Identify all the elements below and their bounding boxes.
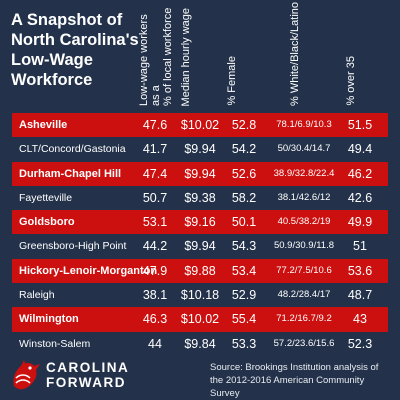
place-name: Wilmington xyxy=(19,313,79,326)
table-row: Hickory-Lenoir-Morganton 47.9 $9.88 53.4 77.… xyxy=(12,258,388,284)
chart-title: A Snapshot of North Carolina's Low-Wage … xyxy=(11,11,139,89)
cell-race: 50.9/30.9/11.8 xyxy=(273,240,335,252)
cell-median-wage: $10.18 xyxy=(180,288,220,303)
cell-female: 52.6 xyxy=(231,166,257,181)
column-header-over-35: % over 35 xyxy=(345,56,357,106)
cell-race: 77.2/7.5/10.6 xyxy=(276,264,332,276)
cell-low-wage-share: 53.1 xyxy=(142,215,168,230)
cell-median-wage: $9.38 xyxy=(184,190,216,205)
cell-female: 52.9 xyxy=(231,288,257,303)
place-name: Goldsboro xyxy=(19,216,75,229)
cell-race: 50/30.4/14.7 xyxy=(277,143,331,155)
cell-low-wage-share: 38.1 xyxy=(142,288,168,303)
cell-median-wage: $9.94 xyxy=(184,166,216,181)
table-row: Greensboro-High Point 44.2 $9.94 54.3 50.9/3… xyxy=(12,234,388,258)
column-header-race: % White/Black/Latino xyxy=(289,2,301,106)
cell-low-wage-share: 44 xyxy=(148,336,162,351)
column-header-female: % Female xyxy=(226,56,238,106)
cell-low-wage-share: 46.3 xyxy=(142,312,168,327)
cell-over-35: 48.7 xyxy=(347,288,373,303)
data-table: Asheville 47.6 $10.02 52.8 78.1/6.9/10.3 51.5… xyxy=(12,113,388,356)
cell-race: 71.2/16.7/9.2 xyxy=(276,313,332,325)
cell-over-35: 53.6 xyxy=(347,263,373,278)
cell-female: 53.4 xyxy=(231,263,257,278)
column-header-low-wage-share: Low-wage workers as a % of local workfor… xyxy=(138,7,174,106)
table-row: Durham-Chapel Hill 47.4 $9.94 52.6 38.9/32.8… xyxy=(12,161,388,186)
table-row: Wilmington 46.3 $10.02 55.4 71.2/16.7/9.2 43 xyxy=(12,307,388,332)
table-row: Asheville 47.6 $10.02 52.8 78.1/6.9/10.3 51.5 xyxy=(12,113,388,138)
place-name: Durham-Chapel Hill xyxy=(19,167,122,180)
cell-over-35: 49.4 xyxy=(347,142,373,157)
cell-median-wage: $9.94 xyxy=(184,239,216,254)
cell-over-35: 43 xyxy=(353,312,367,327)
table-row: Goldsboro 53.1 $9.16 50.1 40.5/38.2/19 49.9 xyxy=(12,210,388,235)
cell-low-wage-share: 47.6 xyxy=(142,118,168,132)
cell-low-wage-share: 41.7 xyxy=(142,142,168,157)
place-name: Asheville xyxy=(19,119,68,131)
cell-race: 38.1/42.6/12 xyxy=(277,191,331,203)
place-name: Greensboro-High Point xyxy=(19,240,127,253)
table-row: Raleigh 38.1 $10.18 52.9 48.2/28.4/17 48.7 xyxy=(12,283,388,307)
column-headers: Low-wage workers as a % of local workfor… xyxy=(0,0,400,112)
cell-female: 52.8 xyxy=(231,118,257,132)
cell-median-wage: $9.84 xyxy=(184,336,216,351)
column-header-median-wage: Median hourly wage xyxy=(180,7,192,106)
cell-female: 58.2 xyxy=(231,190,257,205)
cell-low-wage-share: 47.4 xyxy=(142,166,168,181)
cell-female: 53.3 xyxy=(231,336,257,351)
cell-race: 48.2/28.4/17 xyxy=(277,289,331,301)
cell-female: 54.3 xyxy=(231,239,257,254)
place-name: Winston-Salem xyxy=(19,337,91,350)
cell-low-wage-share: 44.2 xyxy=(142,239,168,254)
logo-text: CAROLINA FORWARD xyxy=(46,360,130,390)
carolina-forward-logo: CAROLINA FORWARD xyxy=(10,356,150,396)
cell-over-35: 51.5 xyxy=(347,118,373,132)
cell-median-wage: $10.02 xyxy=(180,312,220,327)
cell-race: 38.9/32.8/22.4 xyxy=(273,167,335,179)
cell-over-35: 52.3 xyxy=(347,336,373,351)
cardinal-icon xyxy=(13,360,40,390)
cell-median-wage: $9.88 xyxy=(184,263,216,278)
table-row: CLT/Concord/Gastonia 41.7 $9.94 54.2 50/30.4… xyxy=(12,137,388,161)
source-note: Source: Brookings Institution analysis o… xyxy=(210,362,379,399)
cell-median-wage: $10.02 xyxy=(180,118,220,132)
cell-race: 78.1/6.9/10.3 xyxy=(276,119,332,130)
cell-female: 50.1 xyxy=(231,215,257,230)
table-row: Winston-Salem 44 $9.84 53.3 57.2/23.6/15.6 52… xyxy=(12,332,388,356)
cell-female: 54.2 xyxy=(231,142,257,157)
cell-low-wage-share: 50.7 xyxy=(142,190,168,205)
cell-low-wage-share: 47.9 xyxy=(142,263,168,278)
table-row: Fayetteville 50.7 $9.38 58.2 38.1/42.6/12 42.… xyxy=(12,186,388,210)
cell-race: 57.2/23.6/15.6 xyxy=(273,337,335,349)
place-name: CLT/Concord/Gastonia xyxy=(19,143,126,156)
cell-female: 55.4 xyxy=(231,312,257,327)
place-name: Hickory-Lenoir-Morganton xyxy=(19,264,158,277)
cell-race: 40.5/38.2/19 xyxy=(277,216,331,228)
cell-median-wage: $9.94 xyxy=(184,142,216,157)
cell-over-35: 51 xyxy=(353,239,367,254)
cell-over-35: 42.6 xyxy=(347,190,373,205)
cell-over-35: 49.9 xyxy=(347,215,373,230)
place-name: Fayetteville xyxy=(19,191,73,204)
place-name: Raleigh xyxy=(19,289,55,302)
cell-median-wage: $9.16 xyxy=(184,215,216,230)
cell-over-35: 46.2 xyxy=(347,166,373,181)
